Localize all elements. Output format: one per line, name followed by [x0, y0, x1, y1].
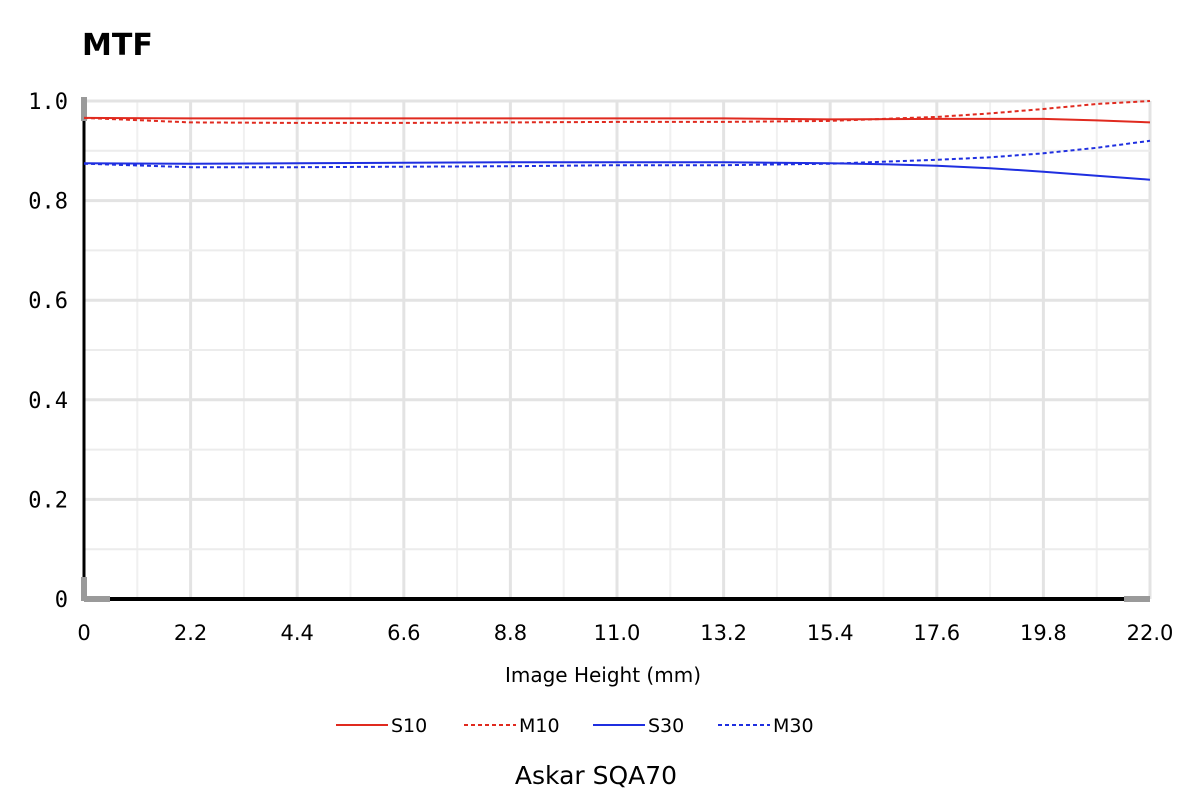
series-line-s10	[83, 116, 1151, 124]
x-tick-label: 0	[77, 621, 90, 645]
x-axis-scroll-handle-left	[84, 596, 110, 602]
legend: S10 M10 S30 M30	[336, 715, 814, 737]
grid	[82, 99, 1152, 601]
chart-caption: Askar SQA70	[515, 761, 677, 790]
x-tick-labels: 0 2.2 4.4 6.6 8.8 11.0 13.2 15.4 17.6 19.8 22.0	[77, 621, 1173, 645]
x-tick-label: 11.0	[594, 621, 641, 645]
y-tick-label: 0.6	[28, 289, 68, 314]
chart-title: MTF	[82, 28, 153, 63]
legend-label-s30: S30	[648, 715, 684, 737]
legend-label-s10: S10	[391, 715, 427, 737]
y-tick-label: 1.0	[28, 90, 68, 115]
x-tick-label: 2.2	[174, 621, 207, 645]
x-tick-label: 17.6	[913, 621, 960, 645]
x-tick-label: 15.4	[807, 621, 854, 645]
series-line-m30	[83, 139, 1151, 169]
x-tick-label: 22.0	[1127, 621, 1174, 645]
x-tick-label: 6.6	[387, 621, 420, 645]
series-line-m10	[83, 100, 1151, 124]
y-tick-label: 0.4	[28, 389, 68, 414]
y-axis-scroll-handle-top	[81, 97, 87, 121]
y-tick-label: 0.8	[28, 190, 68, 215]
x-axis-scroll-handle-right	[1124, 596, 1150, 602]
axes	[81, 97, 1150, 602]
x-tick-label: 13.2	[700, 621, 747, 645]
y-tick-label: 0	[55, 588, 68, 613]
series-lines	[83, 100, 1151, 181]
y-axis-scroll-handle-bottom	[81, 577, 87, 601]
legend-label-m10: M10	[519, 715, 560, 737]
series-line-s30	[83, 161, 1151, 181]
legend-label-m30: M30	[773, 715, 814, 737]
y-tick-labels: 0 0.2 0.4 0.6 0.8 1.0	[28, 90, 68, 613]
x-tick-label: 8.8	[494, 621, 527, 645]
x-tick-label: 4.4	[280, 621, 313, 645]
x-tick-label: 19.8	[1020, 621, 1067, 645]
y-tick-label: 0.2	[28, 488, 68, 513]
x-axis-label: Image Height (mm)	[505, 663, 701, 687]
